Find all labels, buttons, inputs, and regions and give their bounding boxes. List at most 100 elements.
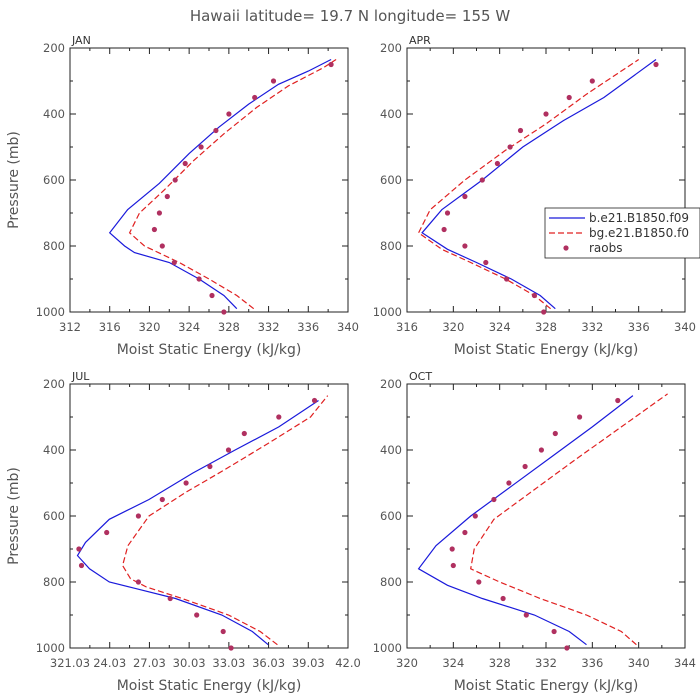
series-line-bg-e21 [470, 393, 668, 646]
y-axis-label: Pressure (mb) [6, 467, 22, 565]
series-line-bg-e21 [417, 59, 640, 310]
raobs-point [171, 259, 177, 266]
raobs-point [462, 193, 468, 200]
x-tick-label: 316 [396, 320, 418, 334]
raobs-point [506, 480, 512, 486]
raobs-point [221, 309, 227, 315]
x-tick-label: 344 [674, 656, 696, 670]
y-tick-label: 1000 [373, 641, 402, 655]
raobs-point [500, 595, 506, 602]
plot-frame [406, 47, 686, 313]
series-line-bg-e21 [128, 58, 337, 310]
raobs-point [220, 628, 226, 635]
raobs-point [653, 61, 659, 68]
raobs-point [135, 513, 141, 519]
x-tick-label: 320 [396, 656, 418, 670]
raobs-point [225, 447, 232, 453]
raobs-point [577, 414, 583, 420]
raobs-point [552, 430, 558, 437]
x-tick-label: 324 [442, 656, 464, 670]
raobs-point [207, 463, 213, 470]
x-tick-label: 321.03 [50, 656, 90, 670]
figure-title: Hawaii latitude= 19.7 N longitude= 155 W [190, 7, 510, 25]
raobs-point [472, 513, 478, 519]
legend-entry-label: raobs [589, 241, 623, 255]
raobs-point [517, 127, 524, 134]
raobs-point [226, 111, 232, 117]
legend-swatch-dot [563, 245, 569, 251]
raobs-point [196, 276, 202, 282]
x-axis-label: Moist Static Energy (kJ/kg) [454, 342, 639, 358]
raobs-point [241, 430, 247, 437]
plot-frame [69, 383, 349, 649]
raobs-point [156, 210, 162, 216]
x-tick-label: 316 [99, 320, 121, 334]
raobs-point [198, 144, 204, 150]
x-tick-label: 27.03 [133, 656, 166, 670]
raobs-point [483, 259, 489, 266]
raobs-point [566, 94, 572, 101]
raobs-point [444, 210, 451, 216]
x-tick-label: 340 [674, 320, 696, 334]
raobs-point [159, 243, 165, 249]
x-tick-label: 328 [535, 320, 557, 334]
y-tick-label: 400 [43, 443, 65, 457]
raobs-point [276, 414, 282, 420]
x-axis-label: Moist Static Energy (kJ/kg) [117, 342, 302, 358]
x-tick-label: 328 [218, 320, 240, 334]
x-tick-label: 320 [138, 320, 160, 334]
raobs-point [541, 309, 547, 315]
raobs-point [270, 78, 277, 84]
x-tick-label: 320 [442, 320, 464, 334]
series-line-b-e21 [108, 58, 332, 310]
legend-entry-label: bg.e21.B1850.f0 [589, 226, 689, 240]
plot-frame [69, 47, 349, 313]
x-tick-label: 332 [535, 656, 557, 670]
x-tick-label: 312 [59, 320, 81, 334]
series-line-b-e21 [417, 395, 634, 646]
x-tick-label: 340 [628, 656, 650, 670]
raobs-point [167, 595, 173, 602]
series-line-b-e21 [421, 59, 657, 310]
x-axis-label: Moist Static Energy (kJ/kg) [117, 678, 302, 694]
raobs-point [159, 496, 165, 503]
y-axis-label: Pressure (mb) [6, 131, 22, 229]
x-tick-label: 332 [258, 320, 280, 334]
raobs-point [504, 276, 510, 282]
raobs-point [172, 177, 178, 183]
x-tick-label: 30.03 [173, 656, 206, 670]
raobs-point [551, 628, 557, 635]
legend-entry-label: b.e21.B1850.f09 [589, 211, 689, 225]
y-tick-label: 800 [380, 239, 402, 253]
x-tick-label: 24.03 [93, 656, 126, 670]
x-tick-label: 328 [489, 656, 511, 670]
x-tick-label: 33.03 [212, 656, 245, 670]
raobs-point [328, 61, 334, 68]
y-tick-label: 400 [380, 107, 402, 121]
x-tick-label: 324 [489, 320, 511, 334]
raobs-point [213, 127, 219, 134]
raobs-point [183, 480, 189, 486]
x-axis-label: Moist Static Energy (kJ/kg) [454, 678, 639, 694]
raobs-point [507, 144, 513, 150]
raobs-point [252, 94, 258, 101]
x-tick-label: 336 [628, 320, 650, 334]
raobs-point [228, 645, 234, 651]
y-tick-label: 200 [43, 41, 65, 55]
raobs-point [476, 579, 482, 585]
x-tick-label: 336 [581, 656, 603, 670]
panel-label: APR [409, 34, 431, 47]
y-tick-label: 1000 [373, 305, 402, 319]
series-line-b-e21 [76, 400, 319, 646]
raobs-point [78, 562, 85, 569]
raobs-point [523, 612, 529, 618]
y-tick-label: 200 [380, 377, 402, 391]
raobs-point [450, 562, 456, 569]
